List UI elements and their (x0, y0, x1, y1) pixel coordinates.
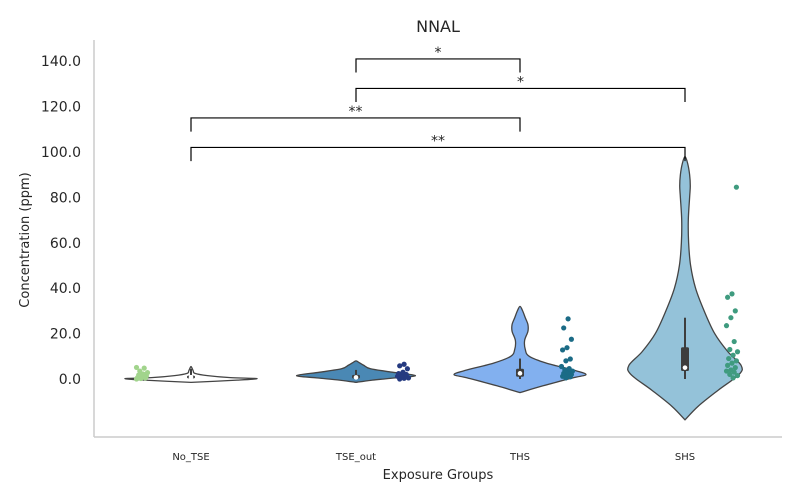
data-point-SHS (723, 368, 730, 374)
data-point-TSE_out (396, 370, 402, 377)
data-point-THS (561, 325, 567, 331)
y-tick-label: 0.0 (59, 372, 81, 388)
data-point-TSE_out (397, 363, 403, 369)
x-tick-label: No_TSE (172, 452, 209, 463)
significance-label: ** (349, 104, 363, 120)
data-point-SHS (728, 367, 734, 373)
significance-label: * (517, 74, 524, 90)
data-point-SHS (732, 365, 738, 371)
data-point-THS (565, 316, 571, 322)
violin-SHS (627, 155, 743, 421)
data-point-SHS (733, 358, 740, 364)
data-point-SHS (732, 308, 738, 314)
data-point-SHS (729, 360, 735, 366)
axes (93, 40, 782, 438)
strip-points (133, 184, 741, 382)
significance-label: * (435, 45, 442, 61)
chart-title: NNAL (416, 17, 460, 36)
significance-bracket (190, 117, 521, 132)
y-tick-label: 60.0 (50, 236, 81, 252)
data-point-SHS (725, 294, 731, 300)
data-point-THS (564, 345, 570, 351)
data-point-THS (563, 358, 569, 364)
y-tick-labels: 0.0 20.0 40.0 60.0 80.0 100.0 120.0 140.0 (41, 54, 81, 388)
y-tick-label: 100.0 (41, 145, 81, 161)
data-point-SHS (731, 338, 737, 345)
data-point-THS (558, 363, 565, 370)
x-tick-labels: No_TSE TSE_out THS SHS (172, 452, 695, 463)
data-point-SHS (730, 352, 736, 358)
y-tick-label: 20.0 (50, 327, 81, 343)
data-point-No_TSE (133, 364, 140, 371)
data-point-SHS (730, 375, 736, 381)
data-point-SHS (728, 315, 734, 321)
data-point-SHS (733, 184, 740, 190)
data-point-No_TSE (137, 368, 143, 374)
significance-bracket (355, 58, 521, 73)
x-tick-label: SHS (675, 452, 695, 463)
data-point-THS (568, 336, 575, 342)
median-marker-SHS (682, 365, 688, 370)
y-tick-label: 120.0 (41, 100, 81, 116)
data-point-TSE_out (401, 361, 407, 367)
data-point-SHS (726, 355, 732, 362)
data-point-SHS (725, 362, 731, 368)
data-point-SHS (734, 349, 741, 355)
data-point-THS (566, 365, 572, 372)
y-axis-title: Concentration (ppm) (18, 172, 33, 307)
data-point-THS (567, 356, 573, 362)
significance-bracket (355, 87, 686, 103)
data-point-SHS (734, 372, 741, 379)
median-marker-TSE_out (353, 375, 359, 380)
violins (124, 155, 743, 421)
data-point-No_TSE (144, 370, 151, 376)
x-axis-title: Exposure Groups (383, 468, 494, 483)
data-point-SHS (723, 323, 730, 329)
data-point-SHS (727, 371, 733, 378)
data-point-TSE_out (400, 369, 406, 375)
boxplots (187, 317, 689, 380)
median-marker-No_TSE (188, 374, 194, 380)
data-point-No_TSE (141, 365, 147, 371)
y-tick-label: 140.0 (41, 54, 81, 70)
significance-bracket (190, 146, 686, 162)
y-tick-label: 80.0 (50, 190, 81, 206)
iqr-box-SHS (681, 347, 689, 372)
data-point-THS (560, 347, 566, 353)
data-point-THS (562, 367, 568, 373)
x-tick-label: TSE_out (335, 452, 376, 463)
data-point-TSE_out (404, 366, 410, 372)
data-point-SHS (727, 346, 733, 353)
median-marker-THS (517, 371, 523, 376)
y-tick-label: 40.0 (50, 281, 81, 297)
significance-annotations: ****** (190, 45, 686, 162)
significance-label: ** (431, 133, 445, 149)
data-point-SHS (729, 291, 735, 297)
x-tick-label: THS (509, 452, 530, 463)
